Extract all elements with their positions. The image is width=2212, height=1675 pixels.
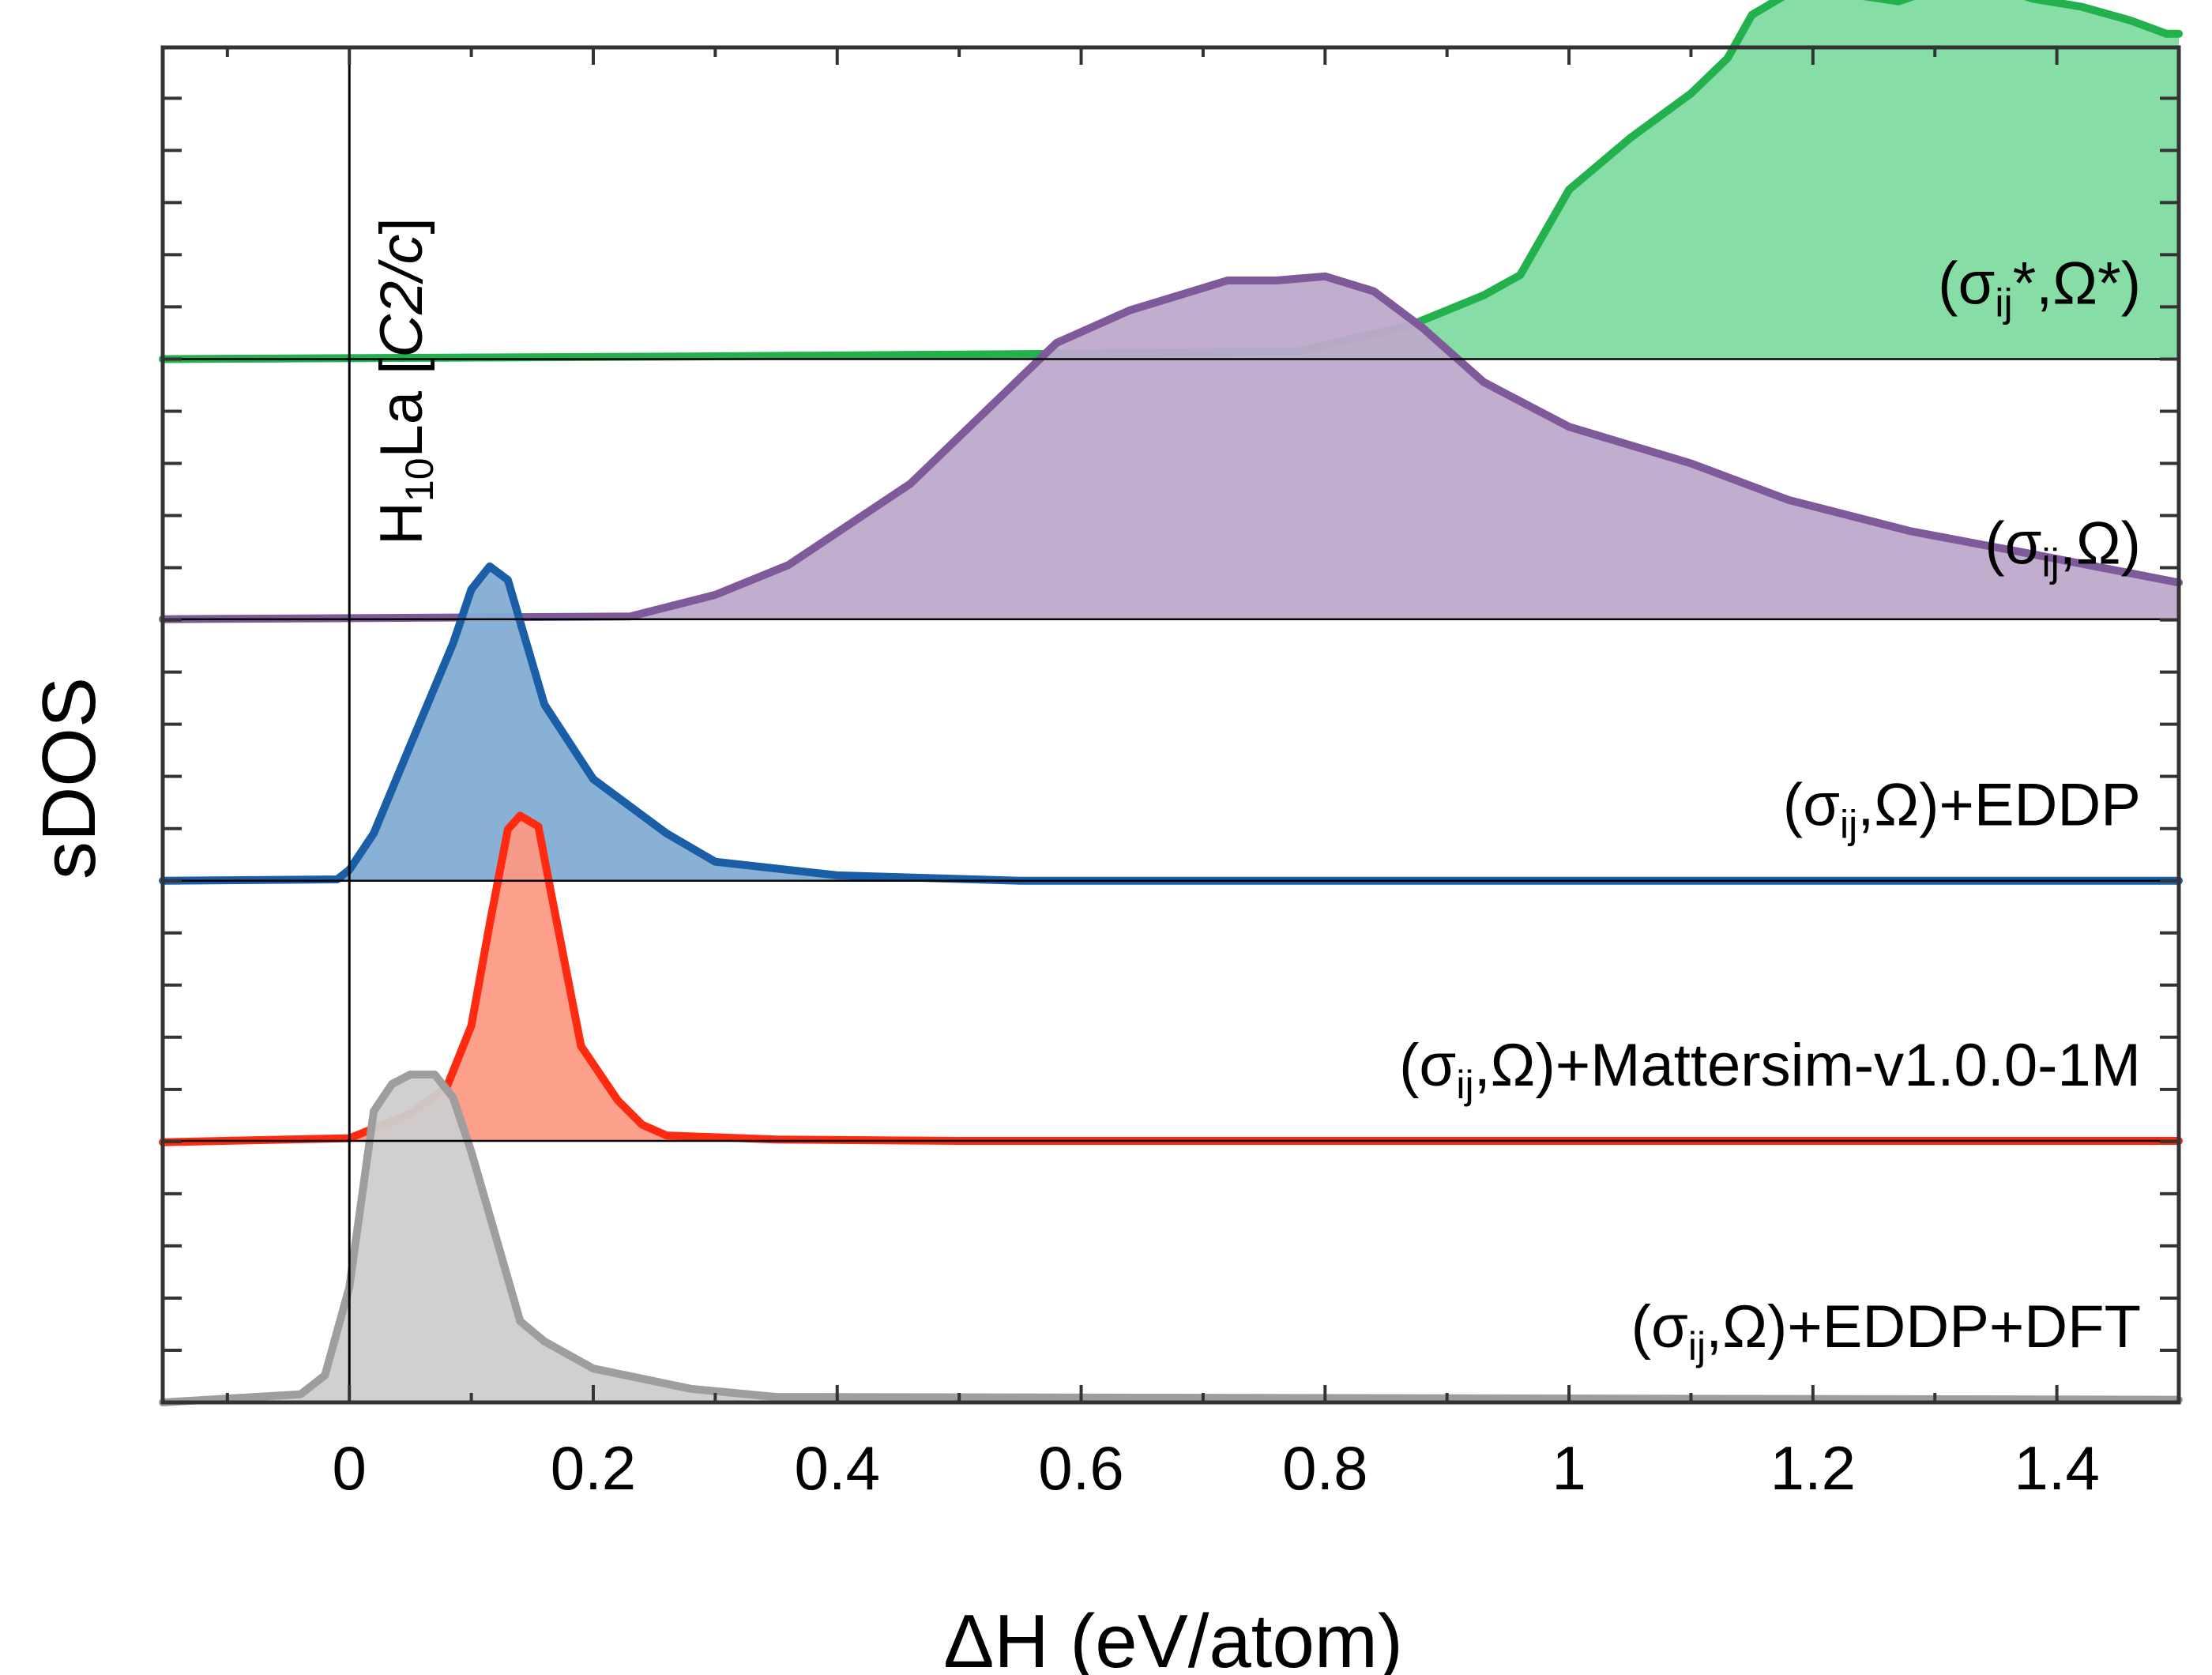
reference-label-main: H — [368, 502, 435, 545]
series-label-4: (σij,Ω)+EDDP+DFT — [1631, 1293, 2141, 1368]
x-axis-title: ΔH (eV/atom) — [943, 1599, 1403, 1675]
series-label-sub: ij — [1688, 1324, 1706, 1368]
x-tick-label: 0.2 — [551, 1433, 636, 1503]
x-tick-label: 0.4 — [795, 1433, 880, 1503]
reference-label-italic: C2/c — [368, 234, 435, 357]
series-area-1 — [163, 276, 2179, 619]
series-label-open: (σ — [1984, 510, 2041, 578]
series-label-rest: ,Ω)+EDDP — [1857, 772, 2141, 839]
series-layer — [159, 0, 2183, 1406]
series-line-0 — [159, 0, 2183, 363]
series-line-1 — [159, 272, 2183, 623]
series-label-1: (σij,Ω) — [1984, 510, 2141, 585]
plot-frame — [160, 45, 2181, 1405]
x-tick-label: 1.4 — [2014, 1433, 2099, 1503]
x-tick-label: 1 — [1552, 1433, 1586, 1503]
tick-layer: 0 0.2 0.4 0.6 0.8 1 1.2 1.4 — [163, 47, 2180, 1503]
series-label-sub: ij — [2042, 541, 2060, 585]
reference-label-sub: 10 — [397, 457, 442, 502]
series-label-sub: ij — [1995, 280, 2012, 325]
series-label-rest: ,Ω)+Mattersim-v1.0.0-1M — [1474, 1032, 2141, 1099]
series-label-open: (σ — [1783, 772, 1840, 839]
series-label-rest: ,Ω)+EDDP+DFT — [1706, 1293, 2141, 1361]
series-label-sub: ij — [1456, 1063, 1473, 1107]
reference-label-mid: La [ — [368, 358, 435, 458]
reference-label-end: ] — [368, 217, 435, 234]
series-line-2 — [159, 562, 2183, 885]
x-tick-label: 1.2 — [1770, 1433, 1856, 1503]
series-label-0: (σij*,Ω*) — [1938, 250, 2141, 325]
series-label-layer: (σij*,Ω*)(σij,Ω)(σij,Ω)+EDDP(σij,Ω)+Matt… — [1399, 250, 2141, 1368]
x-tick-label: 0 — [333, 1433, 367, 1503]
series-area-4 — [163, 1075, 2179, 1402]
series-line-4 — [159, 1071, 2183, 1406]
series-label-sub: ij — [1840, 803, 1857, 847]
series-label-2: (σij,Ω)+EDDP — [1783, 772, 2141, 847]
series-label-3: (σij,Ω)+Mattersim-v1.0.0-1M — [1399, 1032, 2141, 1107]
x-tick-label: 0.6 — [1038, 1433, 1123, 1503]
baseline-layer — [163, 358, 2179, 1142]
series-label-rest: *,Ω*) — [2013, 250, 2141, 317]
series-label-open: (σ — [1631, 1293, 1688, 1361]
reference-label: H10La [C2/c] — [368, 217, 442, 545]
x-tick-label: 0.8 — [1282, 1433, 1367, 1503]
series-label-open: (σ — [1399, 1032, 1456, 1099]
y-axis-title: sDOS — [27, 677, 111, 879]
series-label-open: (σ — [1938, 250, 1995, 317]
series-area-0 — [163, 0, 2179, 359]
series-label-rest: ,Ω) — [2060, 510, 2141, 578]
